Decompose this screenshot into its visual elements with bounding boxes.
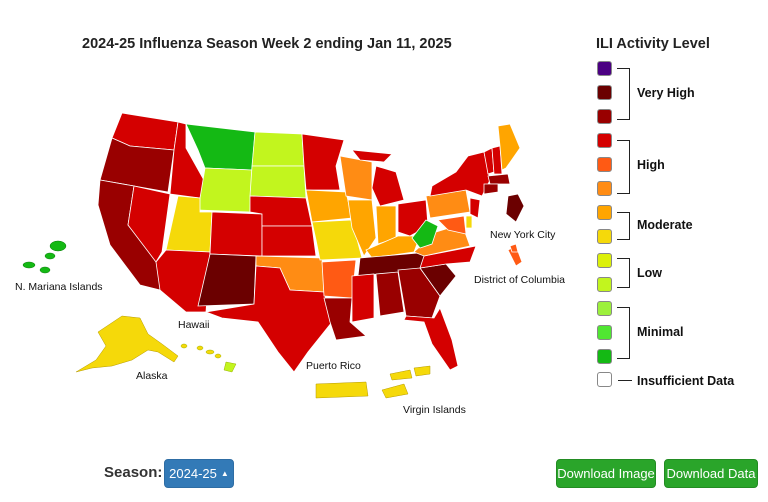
bracket-minimal (617, 307, 630, 359)
legend-moderate-label: Moderate (637, 218, 693, 232)
legend-swatch-insufficient (597, 372, 612, 387)
label-virgin-islands: Virgin Islands (403, 404, 466, 416)
label-district-of-columbia: District of Columbia (474, 274, 565, 286)
state-delaware[interactable] (465, 215, 473, 229)
state-massachusetts[interactable] (487, 173, 511, 185)
label-n-mariana-islands: N. Mariana Islands (15, 281, 103, 293)
state-maryland[interactable] (437, 215, 467, 235)
territory-puerto-rico[interactable] (315, 381, 369, 399)
legend-high-label: High (637, 158, 665, 172)
legend-minimal-label: Minimal (637, 325, 684, 339)
state-michigan-up[interactable] (351, 149, 393, 163)
download-image-button[interactable]: Download Image (556, 459, 656, 488)
label-alaska: Alaska (136, 370, 168, 382)
legend-swatch-level-8 (597, 181, 612, 196)
season-label: Season: (104, 464, 163, 481)
legend-insufficient-line (618, 380, 632, 381)
territory-virgin-islands[interactable] (381, 365, 431, 399)
state-florida[interactable] (403, 307, 459, 371)
download-data-button[interactable]: Download Data (664, 459, 758, 488)
legend-low-label: Low (637, 266, 662, 280)
state-montana[interactable] (185, 123, 256, 171)
legend-swatch-level-11 (597, 109, 612, 124)
label-puerto-rico: Puerto Rico (306, 360, 361, 372)
legend-swatch-level-6 (597, 229, 612, 244)
state-illinois[interactable] (347, 199, 377, 257)
map-title: 2024-25 Influenza Season Week 2 ending J… (82, 36, 452, 52)
season-value: 2024-25 (169, 466, 217, 481)
legend-very-high-label: Very High (637, 86, 695, 100)
legend-swatch-level-9 (597, 157, 612, 172)
state-north-carolina[interactable] (419, 245, 477, 269)
state-arkansas[interactable] (321, 259, 357, 299)
legend-title: ILI Activity Level (596, 36, 710, 52)
state-michigan[interactable] (371, 165, 405, 207)
state-connecticut[interactable] (483, 183, 499, 195)
state-alabama[interactable] (375, 271, 405, 317)
state-georgia[interactable] (397, 267, 441, 319)
state-minnesota[interactable] (301, 133, 345, 191)
state-new-hampshire[interactable] (491, 145, 503, 175)
legend-swatch-level-10 (597, 133, 612, 148)
label-hawaii: Hawaii (178, 319, 210, 331)
legend-swatch-level-3 (597, 301, 612, 316)
territory-hawaii[interactable] (180, 343, 237, 373)
state-wyoming[interactable] (197, 167, 253, 213)
bracket-high (617, 140, 630, 194)
bracket-low (617, 258, 630, 288)
label-new-york-city: New York City (490, 229, 556, 241)
state-new-jersey[interactable] (469, 197, 481, 219)
territory-dc-marker[interactable] (509, 243, 519, 253)
state-north-dakota[interactable] (251, 131, 305, 167)
legend-swatch-level-4 (597, 277, 612, 292)
season-dropdown[interactable]: 2024-25 ▲ (164, 459, 234, 488)
state-new-york[interactable] (429, 151, 491, 197)
us-flu-map: N. Mariana Islands Hawaii Alaska Puerto … (15, 112, 565, 416)
state-texas[interactable] (204, 265, 333, 373)
state-colorado[interactable] (209, 211, 263, 257)
state-iowa[interactable] (305, 189, 353, 223)
state-missouri[interactable] (311, 219, 363, 261)
legend-swatch-level-13 (597, 61, 612, 76)
legend-swatch-level-7 (597, 205, 612, 220)
legend-swatch-level-2 (597, 325, 612, 340)
state-nevada[interactable] (127, 185, 171, 263)
legend-swatch-level-5 (597, 253, 612, 268)
caret-up-icon: ▲ (220, 469, 229, 478)
state-west-virginia[interactable] (411, 219, 439, 249)
bracket-very-high (617, 68, 630, 120)
territory-alaska[interactable] (75, 315, 179, 373)
bracket-moderate (617, 212, 630, 240)
state-south-dakota[interactable] (249, 165, 307, 199)
state-kansas[interactable] (261, 225, 317, 257)
state-oregon[interactable] (99, 137, 175, 193)
territory-n-mariana-islands[interactable] (22, 240, 67, 274)
state-mississippi[interactable] (351, 273, 375, 323)
legend-swatch-level-1 (597, 349, 612, 364)
state-maine[interactable] (497, 123, 521, 171)
legend-insufficient-label: Insufficient Data (637, 374, 735, 388)
state-rhode-island[interactable] (505, 193, 525, 223)
legend-swatch-level-12 (597, 85, 612, 100)
